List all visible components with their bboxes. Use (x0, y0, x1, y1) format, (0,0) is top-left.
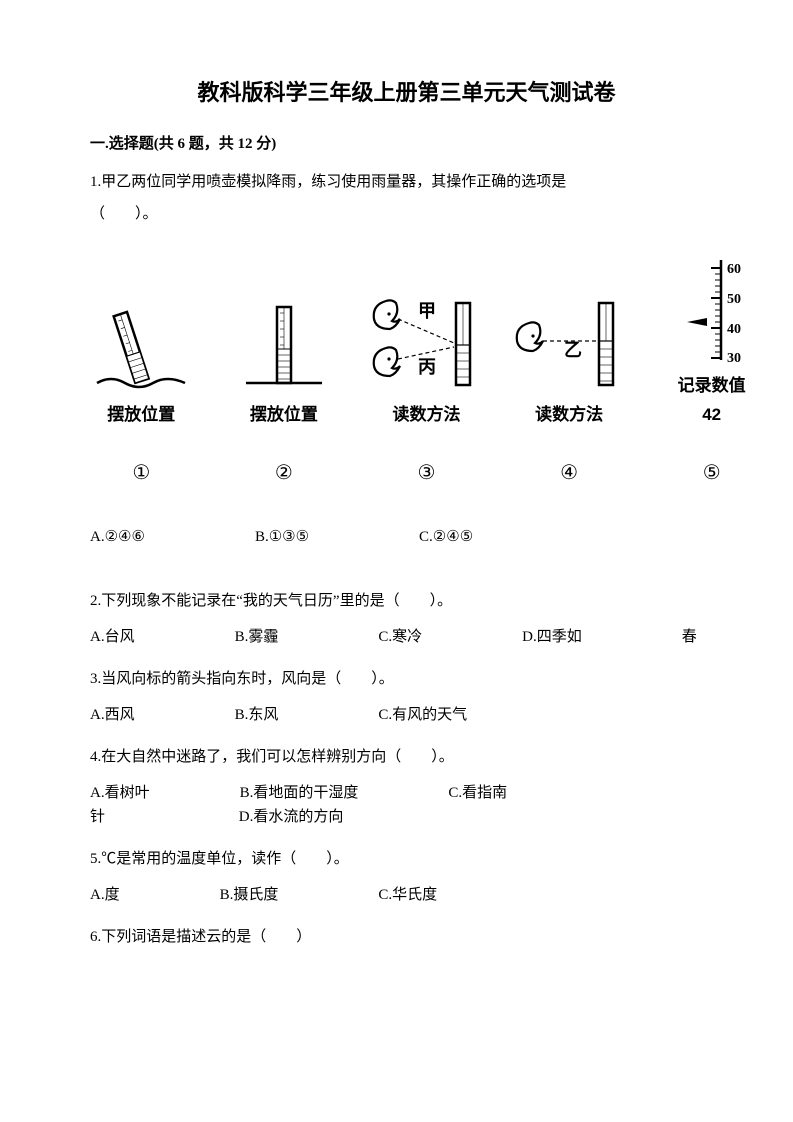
figure-1-svg (91, 283, 191, 393)
figure-2: 摆放位置 (213, 283, 356, 428)
q4-opt-d: D.看水流的方向 (239, 809, 344, 825)
q4-opt-c-wrap: 针 (90, 809, 105, 825)
q2-opt-c: C.寒冷 (378, 625, 422, 649)
figure-3-label: 读数方法 (392, 401, 460, 428)
q4-opt-c: C.看指南 (448, 781, 507, 805)
q1-num-3: ③ (355, 457, 498, 489)
figure-5-label: 记录数值 (678, 372, 746, 399)
q3-opt-c: C.有风的天气 (378, 703, 467, 727)
svg-text:40: 40 (727, 322, 741, 337)
q4-stem: 4.在大自然中迷路了，我们可以怎样辨别方向（ ）。 (90, 745, 723, 769)
svg-text:乙: 乙 (564, 340, 582, 360)
q1-options: A.②④⑥ B.①③⑤ C.②④⑤ (90, 525, 723, 549)
figure-4-svg: 乙 (509, 283, 629, 393)
figure-5-value: 42 (702, 401, 721, 428)
q1-num-5: ⑤ (640, 457, 783, 489)
figure-5-svg: 60 50 40 30 (677, 254, 747, 364)
q2-options: A.台风 B.雾霾 C.寒冷 D.四季如 春 (90, 625, 723, 649)
figure-1: 摆放位置 (70, 283, 213, 428)
q4-opt-a: A.看树叶 (90, 781, 150, 805)
q5-opt-a: A.度 (90, 883, 120, 907)
q2-opt-d: D.四季如 (522, 625, 582, 649)
figure-4-label: 读数方法 (535, 401, 603, 428)
q1-paren: （ ）。 (90, 202, 723, 226)
q3-options: A.西风 B.东风 C.有风的天气 (90, 703, 723, 727)
q1-figure-row: 摆放位置 摆放位置 (70, 254, 783, 428)
q1-num-4: ④ (498, 457, 641, 489)
q4-wrap: 针 D.看水流的方向 (90, 805, 723, 829)
figure-5: 60 50 40 30 记录数值 42 (640, 254, 783, 428)
q5-stem: 5.℃是常用的温度单位，读作（ ）。 (90, 847, 723, 871)
q1-stem: 1.甲乙两位同学用喷壶模拟降雨，练习使用雨量器，其操作正确的选项是 (90, 170, 723, 194)
svg-text:丙: 丙 (418, 357, 436, 377)
q3-opt-a: A.西风 (90, 703, 135, 727)
svg-text:50: 50 (727, 292, 741, 307)
q3-stem: 3.当风向标的箭头指向东时，风向是（ ）。 (90, 667, 723, 691)
q1-opt-a: A.②④⑥ (90, 525, 145, 549)
q1-num-1: ① (70, 457, 213, 489)
q1-num-2: ② (213, 457, 356, 489)
q5-opt-c: C.华氏度 (378, 883, 437, 907)
figure-2-label: 摆放位置 (250, 401, 318, 428)
q1-opt-c: C.②④⑤ (419, 525, 473, 549)
q2-opt-d-wrap: 春 (682, 625, 697, 649)
q2-opt-a: A.台风 (90, 625, 135, 649)
page-title: 教科版科学三年级上册第三单元天气测试卷 (90, 75, 723, 110)
q5-opt-b: B.摄氏度 (220, 883, 279, 907)
q4-opt-b: B.看地面的干湿度 (240, 781, 359, 805)
svg-text:甲: 甲 (418, 301, 436, 321)
svg-text:60: 60 (727, 262, 741, 277)
q4-options: A.看树叶 B.看地面的干湿度 C.看指南 针 D.看水流的方向 (90, 781, 723, 829)
figure-4: 乙 读数方法 (498, 283, 641, 428)
figure-2-svg (234, 283, 334, 393)
q6-stem: 6.下列词语是描述云的是（ ） (90, 925, 723, 949)
q2-opt-b: B.雾霾 (235, 625, 279, 649)
q2-stem: 2.下列现象不能记录在“我的天气日历”里的是（ ）。 (90, 589, 723, 613)
figure-1-label: 摆放位置 (107, 401, 175, 428)
section-header: 一.选择题(共 6 题，共 12 分) (90, 132, 723, 156)
q3-opt-b: B.东风 (235, 703, 279, 727)
svg-text:30: 30 (727, 351, 741, 364)
q1-opt-b: B.①③⑤ (255, 525, 309, 549)
figure-3: 甲 丙 读数方法 (355, 283, 498, 428)
figure-3-svg: 甲 丙 (366, 283, 486, 393)
q1-number-row: ① ② ③ ④ ⑤ (70, 457, 783, 489)
q5-options: A.度 B.摄氏度 C.华氏度 (90, 883, 723, 907)
